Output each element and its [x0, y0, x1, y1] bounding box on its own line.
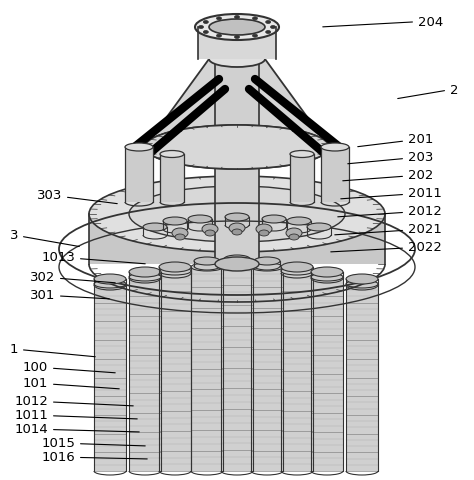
Text: 101: 101 — [23, 377, 119, 390]
Ellipse shape — [346, 275, 378, 285]
Text: 1016: 1016 — [41, 451, 147, 464]
Ellipse shape — [203, 22, 209, 24]
Ellipse shape — [287, 217, 311, 226]
Text: 303: 303 — [36, 189, 117, 204]
Ellipse shape — [311, 274, 343, 281]
Ellipse shape — [172, 228, 188, 239]
Polygon shape — [221, 264, 253, 471]
Ellipse shape — [311, 267, 343, 277]
Polygon shape — [311, 277, 343, 471]
Ellipse shape — [307, 224, 331, 231]
Text: 2012: 2012 — [338, 205, 442, 218]
Ellipse shape — [235, 16, 239, 20]
Text: 1011: 1011 — [14, 408, 137, 421]
Ellipse shape — [259, 230, 269, 237]
Ellipse shape — [94, 275, 126, 285]
Text: 3: 3 — [9, 229, 79, 247]
Text: 100: 100 — [23, 361, 115, 374]
Polygon shape — [145, 60, 329, 148]
Ellipse shape — [129, 187, 345, 242]
Ellipse shape — [221, 261, 253, 268]
Ellipse shape — [229, 224, 245, 233]
Ellipse shape — [265, 31, 271, 35]
Ellipse shape — [253, 35, 257, 38]
Ellipse shape — [217, 18, 221, 21]
Ellipse shape — [159, 263, 191, 273]
Ellipse shape — [209, 20, 265, 36]
Polygon shape — [321, 148, 349, 203]
Ellipse shape — [346, 280, 378, 288]
Ellipse shape — [163, 217, 187, 226]
Text: 301: 301 — [29, 289, 109, 302]
Text: 302: 302 — [29, 271, 115, 284]
Polygon shape — [159, 271, 191, 471]
Polygon shape — [198, 28, 276, 60]
Ellipse shape — [215, 257, 259, 271]
Ellipse shape — [321, 144, 349, 152]
Text: 204: 204 — [323, 15, 443, 28]
Ellipse shape — [145, 126, 329, 169]
Text: 1015: 1015 — [41, 437, 145, 450]
Ellipse shape — [271, 26, 275, 29]
Polygon shape — [281, 271, 313, 471]
Ellipse shape — [175, 235, 185, 240]
Polygon shape — [191, 267, 223, 471]
Ellipse shape — [235, 36, 239, 39]
Polygon shape — [129, 277, 161, 471]
Ellipse shape — [262, 216, 286, 224]
Ellipse shape — [289, 235, 299, 240]
Text: 1013: 1013 — [41, 251, 145, 264]
Text: 1012: 1012 — [14, 395, 133, 408]
Polygon shape — [94, 285, 126, 471]
Polygon shape — [290, 155, 314, 203]
Ellipse shape — [290, 151, 314, 158]
Ellipse shape — [205, 230, 215, 237]
Ellipse shape — [217, 35, 221, 38]
Ellipse shape — [94, 280, 126, 288]
Polygon shape — [160, 155, 184, 203]
Ellipse shape — [265, 22, 271, 24]
Ellipse shape — [256, 225, 272, 235]
Ellipse shape — [224, 255, 250, 264]
Ellipse shape — [195, 15, 279, 41]
Polygon shape — [89, 215, 385, 264]
Ellipse shape — [160, 151, 184, 158]
Ellipse shape — [254, 257, 280, 265]
Ellipse shape — [209, 52, 265, 68]
Polygon shape — [125, 148, 153, 203]
Ellipse shape — [191, 264, 223, 271]
Text: 2021: 2021 — [335, 223, 442, 236]
Text: 202: 202 — [343, 169, 433, 182]
Ellipse shape — [129, 274, 161, 281]
Ellipse shape — [159, 267, 191, 276]
Ellipse shape — [194, 257, 220, 265]
Ellipse shape — [281, 263, 313, 273]
Ellipse shape — [281, 267, 313, 276]
Text: 2022: 2022 — [331, 241, 442, 254]
Ellipse shape — [286, 228, 302, 239]
Polygon shape — [251, 267, 283, 471]
Ellipse shape — [129, 267, 161, 277]
Ellipse shape — [251, 264, 283, 271]
Text: 201: 201 — [358, 133, 433, 147]
Text: 2: 2 — [398, 84, 458, 99]
Ellipse shape — [145, 126, 329, 169]
Ellipse shape — [89, 177, 385, 252]
Ellipse shape — [125, 144, 153, 152]
Text: 1: 1 — [9, 343, 95, 357]
Ellipse shape — [232, 229, 242, 236]
Ellipse shape — [253, 18, 257, 21]
Ellipse shape — [203, 31, 209, 35]
Text: 2011: 2011 — [341, 187, 442, 200]
Polygon shape — [215, 60, 259, 264]
Text: 203: 203 — [348, 151, 433, 165]
Polygon shape — [346, 285, 378, 471]
Text: 1014: 1014 — [14, 422, 139, 435]
Ellipse shape — [143, 224, 167, 231]
Ellipse shape — [199, 26, 203, 29]
Ellipse shape — [188, 216, 212, 224]
Ellipse shape — [225, 214, 249, 222]
Ellipse shape — [202, 225, 218, 235]
